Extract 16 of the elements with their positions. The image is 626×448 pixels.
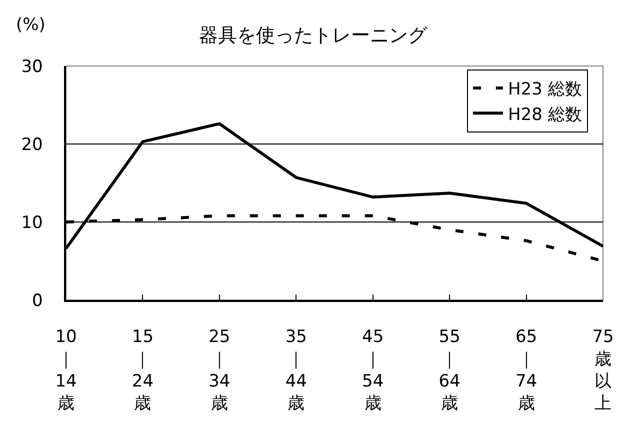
y-tick-label: 0: [32, 290, 43, 311]
chart-title: 器具を使ったトレーニング: [199, 24, 428, 47]
x-tick-label: 65｜74歳: [515, 327, 538, 414]
y-tick-label: 30: [21, 56, 43, 77]
y-tick-label: 20: [21, 134, 43, 155]
x-tick-label: 10｜14歳: [55, 327, 77, 414]
y-axis-title: (%): [16, 15, 46, 35]
x-tick-label: 35｜44歳: [285, 327, 307, 414]
x-tick-label: 75歳以上: [592, 327, 614, 414]
x-tick-label: 55｜64歳: [438, 327, 460, 414]
y-tick-label: 10: [21, 212, 43, 233]
legend-label: H23 総数: [508, 80, 582, 100]
legend-label: H28 総数: [508, 104, 582, 125]
x-tick-label: 45｜54歳: [362, 327, 384, 414]
x-tick-label: 25｜34歳: [208, 327, 230, 414]
x-tick-label: 15｜24歳: [132, 327, 154, 414]
